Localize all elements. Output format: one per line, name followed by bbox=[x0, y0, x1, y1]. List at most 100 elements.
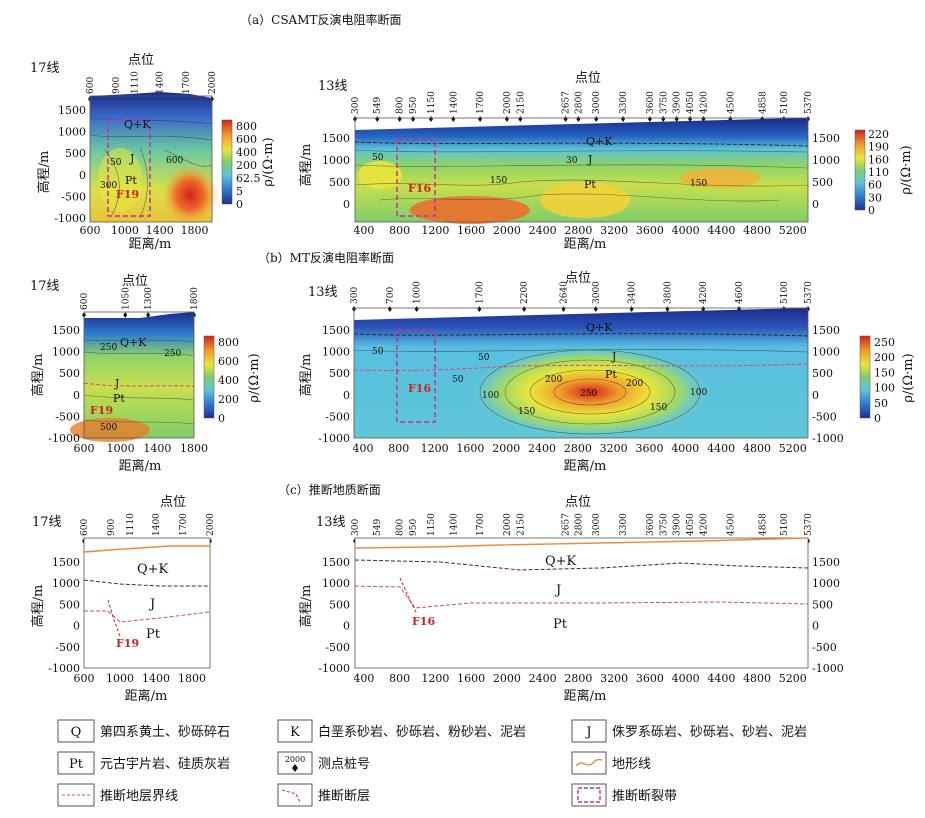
y-tick-label: -500 bbox=[55, 641, 80, 654]
x-axis-title: 距离/m bbox=[564, 458, 607, 474]
y-axis-title: 高程/m bbox=[30, 354, 46, 397]
contours bbox=[83, 339, 195, 425]
y-axis: 1500 1000 500 0 -500 -1000 bbox=[318, 556, 350, 675]
unit-j: J bbox=[148, 597, 155, 612]
station-number: 1150 bbox=[427, 513, 437, 536]
x-tick-label: 3600 bbox=[636, 442, 664, 455]
y-tick-label: 500 bbox=[812, 367, 833, 380]
station-marker bbox=[477, 306, 482, 312]
station-marker bbox=[518, 116, 523, 122]
plot-frame bbox=[354, 117, 809, 223]
colorbar-tick-label: 50 bbox=[874, 397, 888, 410]
station-marker bbox=[561, 306, 566, 312]
y-tick-label: 0 bbox=[343, 198, 350, 211]
y-tick-label: -1000 bbox=[48, 432, 80, 445]
station-marker bbox=[674, 116, 679, 122]
station-number: 950 bbox=[409, 519, 419, 536]
station-number: 2800 bbox=[574, 513, 584, 536]
y-axis: 1500 1000 500 0 -500 -1000 bbox=[48, 556, 80, 675]
station-number: 2000 bbox=[206, 513, 216, 536]
station-number: 4050 bbox=[686, 91, 696, 114]
station-marker bbox=[647, 116, 652, 122]
station-marker bbox=[576, 116, 581, 122]
legend-box-fracture-zone bbox=[571, 783, 607, 807]
x-tick-label: 5200 bbox=[779, 442, 807, 455]
x-axis-title: 距离/m bbox=[119, 458, 162, 474]
legend-text: 测点桩号 bbox=[318, 757, 370, 772]
station-label: 点位 bbox=[160, 495, 186, 510]
y-tick-label: 0 bbox=[343, 389, 350, 402]
y-tick-label: 0 bbox=[73, 620, 80, 633]
y-tick-label: 1500 bbox=[322, 324, 350, 337]
x-tick-label: 3600 bbox=[636, 672, 664, 685]
station-marker bbox=[688, 116, 693, 122]
boundary-j-pt bbox=[353, 363, 809, 372]
y-tick-label: 500 bbox=[329, 598, 350, 611]
colorbar-tick-label: 600 bbox=[218, 355, 239, 368]
y-tick-label: 500 bbox=[59, 367, 80, 380]
line-label: 17线 bbox=[32, 515, 62, 530]
y-axis-title: 高程/m bbox=[298, 144, 314, 187]
x-tick-label: 2400 bbox=[529, 224, 557, 237]
x-tick-label: 2400 bbox=[528, 442, 556, 455]
panel-c-line13: 13线 点位 300 549 800 950 1150 1400 1700 2000 2150 2… bbox=[298, 495, 844, 704]
unit-pt: Pt bbox=[146, 627, 161, 642]
x-tick-label: 4000 bbox=[672, 672, 700, 685]
x-tick-label: 3200 bbox=[600, 442, 628, 455]
y-tick-label: 1500 bbox=[52, 324, 80, 337]
x-axis-title: 距离/m bbox=[564, 236, 607, 252]
colorbar bbox=[854, 129, 866, 211]
y-tick-label: 500 bbox=[65, 147, 86, 160]
y-tick-label: 0 bbox=[73, 389, 80, 402]
high-resistivity-body bbox=[162, 165, 218, 225]
y-tick-label: 0 bbox=[343, 620, 350, 633]
colorbar-tick-label: 200 bbox=[236, 159, 257, 172]
x-tick-label: 600 bbox=[74, 672, 95, 685]
x-tick-label: 1200 bbox=[421, 224, 449, 237]
y-axis-title: 高程/m bbox=[30, 585, 46, 628]
contour-label: 30 bbox=[566, 156, 578, 166]
station-number: 800 bbox=[396, 519, 406, 536]
contour-label: 200 bbox=[545, 375, 562, 385]
y-tick-label: 1000 bbox=[322, 346, 350, 359]
colorbar-tick-label: 0 bbox=[868, 204, 875, 217]
fault-f16: F16 bbox=[408, 182, 431, 195]
y-tick-label: 1500 bbox=[812, 556, 840, 569]
station-number: 5100 bbox=[780, 513, 790, 536]
colorbar-tick-label: 600 bbox=[236, 133, 257, 146]
y-tick-label: 500 bbox=[812, 598, 833, 611]
station-number: 2657 bbox=[562, 91, 572, 114]
colorbar-ticks: 250 200 150 100 50 0 bbox=[874, 336, 895, 425]
x-axis-title: 距离/m bbox=[564, 688, 607, 704]
colorbar-tick-label: 190 bbox=[868, 141, 889, 154]
boundary-j-pt bbox=[84, 610, 211, 623]
unit-j: J bbox=[114, 377, 119, 390]
station-number: 3400 bbox=[628, 281, 638, 304]
station-marker bbox=[123, 312, 128, 318]
fault-f19: F19 bbox=[90, 404, 113, 417]
x-tick-label: 5200 bbox=[779, 224, 807, 237]
boundary-j-pt bbox=[354, 585, 809, 609]
terrain-line bbox=[354, 537, 809, 549]
station-label: 点位 bbox=[122, 274, 148, 289]
unit-j: J bbox=[129, 152, 134, 165]
y-axis: 1500 1000 500 0 -500 -1000 bbox=[48, 324, 80, 445]
y-tick-label: 1000 bbox=[322, 577, 350, 590]
contour-label: 200 bbox=[626, 379, 643, 389]
mid-resistivity-body bbox=[540, 182, 630, 218]
colorbar-tick-label: 200 bbox=[874, 351, 895, 364]
unit-pt: Pt bbox=[125, 174, 137, 187]
station-number: 1400 bbox=[449, 513, 459, 536]
station-number: 3600 bbox=[646, 513, 656, 536]
contour-label: 300 bbox=[100, 181, 117, 191]
x-tick-label: 1600 bbox=[457, 672, 485, 685]
legend-text: 侏罗系砾岩、砂砾岩、砂岩、泥岩 bbox=[612, 725, 807, 740]
station-number: 600 bbox=[80, 293, 90, 310]
x-tick-label: 4400 bbox=[707, 224, 735, 237]
station-number: 2800 bbox=[574, 91, 584, 114]
y-tick-label: 1500 bbox=[58, 104, 86, 117]
station-marker-icon bbox=[292, 764, 298, 772]
legend-text: 地形线 bbox=[612, 757, 651, 772]
